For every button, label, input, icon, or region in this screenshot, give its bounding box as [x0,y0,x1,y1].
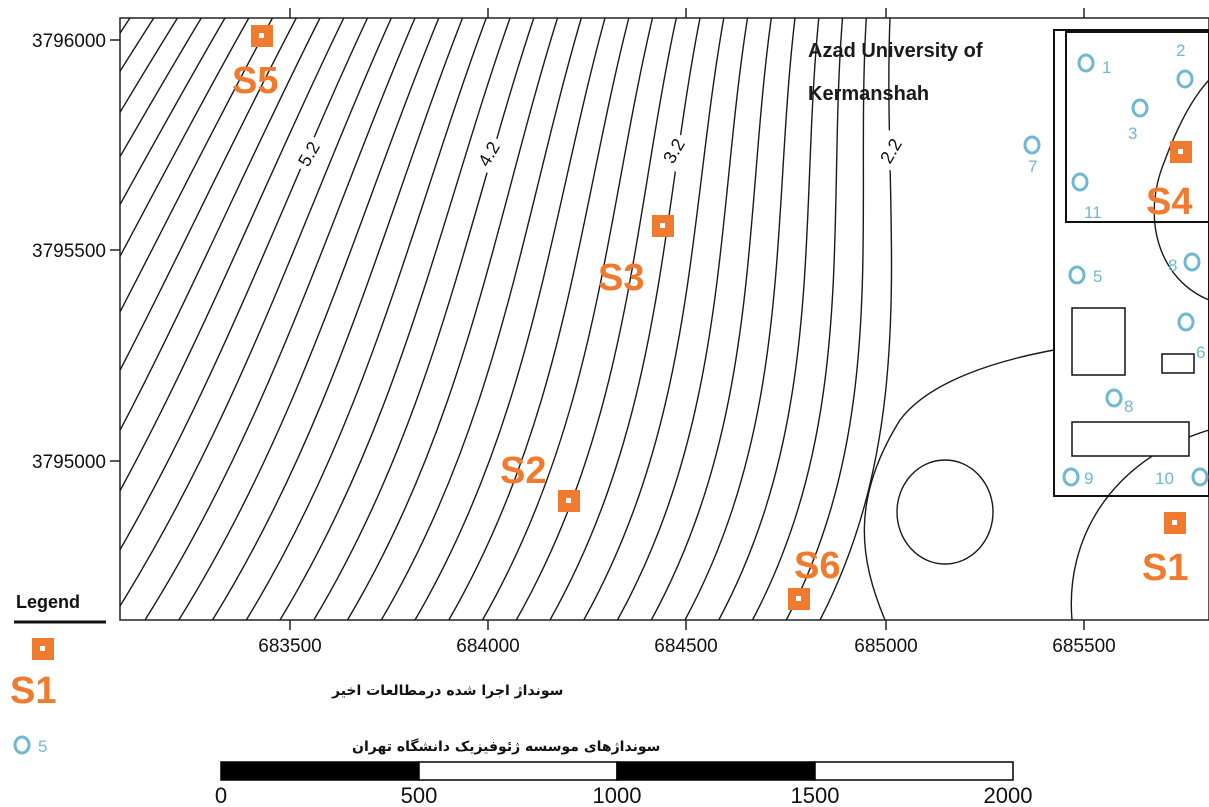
contour-line [120,18,345,493]
borehole-label: 2 [1176,41,1185,60]
borehole-marker [1071,172,1089,192]
contour-curve-south [863,349,1055,621]
contour-line [549,18,701,620]
borehole-label: 6 [1196,343,1205,362]
scale-label: 0 [215,783,227,807]
site-label: S2 [500,450,546,492]
contour-label-group: 5.2 4.2 3.2 2.2 [288,129,912,176]
contour-line [785,18,867,620]
contour-line [718,18,820,620]
building-1 [1071,307,1126,376]
scale-label: 500 [401,783,438,807]
scale-bar: 0 500 1000 1500 2000 [215,761,1033,807]
contour-line [120,18,202,159]
contour-lines [120,18,893,620]
axis-ticks [110,8,1085,630]
university-label: Azad University of [808,40,983,62]
site-label: S1 [1142,547,1188,589]
contour-line [120,18,369,552]
x-tick-label: 685000 [854,636,917,657]
legend-site-description: سونداژ اجرا شده درمطالعات اخیر [331,683,563,699]
borehole-marker [1191,467,1209,487]
university-boundary [1053,29,1209,497]
contour-line [346,18,559,620]
site-label: S3 [598,257,644,299]
contour-line [120,18,321,432]
borehole-label: 10 [1155,469,1174,488]
contour-line [120,18,392,608]
y-tick-label: 3795000 [32,452,106,473]
y-tick-label: 3796000 [32,31,106,52]
borehole-marker [1077,53,1095,73]
y-tick-label: 3795500 [32,241,106,262]
borehole-marker [1177,312,1195,332]
contour-line [120,18,179,114]
contour-line [819,18,893,620]
legend: Legend S1 سونداژ اجرا شده درمطالعات اخیر… [10,592,660,756]
borehole-marker [1176,69,1194,89]
site-label: S5 [232,60,278,102]
borehole-label: 1 [1102,58,1111,77]
x-tick-label: 684000 [456,636,519,657]
borehole-label: 9 [1084,469,1093,488]
site-markers [251,25,1192,610]
contour-line [515,18,677,620]
contour-line [448,18,630,620]
contour-line [120,18,226,207]
borehole-marker [1183,252,1201,272]
borehole-marker [1131,98,1149,118]
contour-line [380,18,582,620]
legend-borehole-description: سونداژهای موسسه ژئوفیزیک دانشگاه تهران [352,738,660,755]
borehole-label: 3 [1128,124,1137,143]
contour-line [178,18,440,620]
borehole-label: 11 [1084,203,1102,222]
contour-line [144,18,416,620]
x-tick-label: 685500 [1052,636,1115,657]
borehole-marker [1062,467,1080,487]
university-label: Kermanshah [808,83,929,105]
legend-title: Legend [16,592,80,612]
contour-line [279,18,511,620]
site-label: S4 [1146,181,1192,223]
x-tick-label: 684500 [654,636,717,657]
boreholes [1023,53,1209,487]
borehole-label: 7 [1028,157,1037,176]
scale-label: 1500 [791,783,840,807]
x-tick-label: 683500 [258,636,321,657]
building-2 [1161,353,1195,374]
closed-contour [896,459,994,565]
borehole-label: 8 [1124,397,1133,416]
contour-line [211,18,464,620]
contour-line [481,18,654,620]
legend-site-label: S1 [10,670,56,712]
contour-line [120,18,131,35]
borehole-marker [1023,135,1041,155]
contour-line [583,18,725,620]
contour-line [245,18,487,620]
legend-borehole-label: 5 [38,737,47,756]
contour-line [650,18,772,620]
contour-line [684,18,796,620]
borehole-label: 8 [1168,256,1177,275]
map-frame [119,17,1209,621]
university-sub-block [1065,31,1209,223]
building-3 [1071,421,1190,457]
contour-curve-northeast [1153,79,1209,301]
contour-line [751,18,844,620]
borehole-marker [1068,265,1086,285]
contour-line [616,18,749,620]
scale-label: 2000 [984,783,1033,807]
borehole-marker [1105,388,1123,408]
legend-borehole-marker [13,735,31,755]
contour-line [414,18,606,620]
contour-line [313,18,535,620]
contour-line [120,18,297,372]
contour-line [120,18,274,314]
scale-label: 1000 [593,783,642,807]
contour-line [120,18,250,258]
site-label: S6 [794,545,840,587]
borehole-label: 5 [1093,267,1102,286]
